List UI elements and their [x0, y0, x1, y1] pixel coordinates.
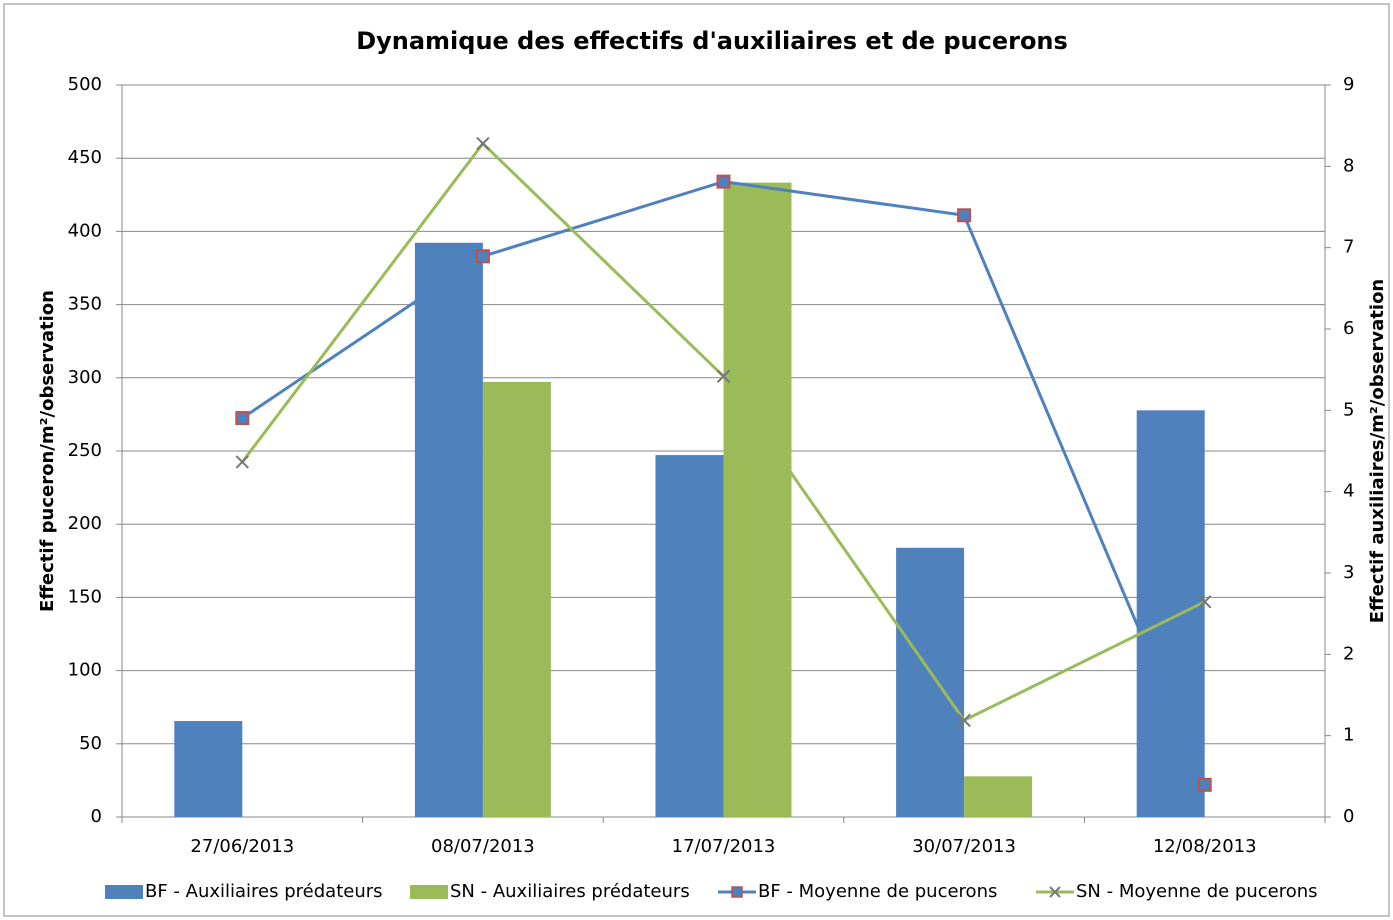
marker: [716, 174, 731, 189]
legend-swatch: [410, 885, 448, 899]
x-tick-label: 27/06/2013: [190, 836, 294, 857]
y2-axis-label: Effectif auxiliaires/m²/observation: [1367, 279, 1388, 624]
marker: [235, 455, 250, 469]
y-tick-label: 0: [91, 806, 102, 827]
y2-tick-label: 8: [1343, 155, 1354, 176]
bar: [723, 182, 792, 818]
y2-tick-label: 7: [1343, 237, 1354, 258]
marker: [716, 369, 731, 384]
x-tick-label: 17/07/2013: [672, 836, 776, 857]
y-tick-label: 200: [68, 513, 102, 534]
y-axis-label: Effectif puceron/m²/observation: [37, 290, 58, 612]
legend-swatch: [105, 885, 143, 899]
legend-marker: [731, 886, 743, 898]
y2-tick-label: 9: [1343, 74, 1354, 95]
y-tick-label: 500: [68, 74, 102, 95]
bar: [964, 776, 1033, 817]
y2-tick-label: 1: [1343, 725, 1354, 746]
legend-label: SN - Moyenne de pucerons: [1076, 881, 1318, 902]
y2-tick-label: 5: [1343, 399, 1354, 420]
x-tick-label: 08/07/2013: [431, 836, 535, 857]
marker: [1197, 595, 1212, 609]
y2-tick-label: 2: [1343, 643, 1354, 664]
legend-label: SN - Auxiliaires prédateurs: [450, 881, 690, 902]
y-tick-label: 350: [68, 294, 102, 315]
bar: [174, 721, 243, 817]
y2-tick-label: 6: [1343, 318, 1354, 339]
y-tick-label: 50: [79, 733, 102, 754]
legend-marker: [1049, 886, 1061, 898]
chart-title: Dynamique des effectifs d'auxiliaires et…: [356, 27, 1068, 55]
bar: [655, 455, 724, 817]
y-tick-label: 450: [68, 147, 102, 168]
x-tick-label: 12/08/2013: [1153, 836, 1257, 857]
bar: [1136, 410, 1205, 817]
marker: [957, 208, 972, 223]
bar: [482, 381, 551, 817]
y-tick-label: 150: [68, 586, 102, 607]
legend-label: BF - Auxiliaires prédateurs: [145, 881, 383, 902]
marker: [235, 411, 250, 426]
legend-label: BF - Moyenne de pucerons: [758, 881, 997, 902]
y2-tick-label: 0: [1343, 806, 1354, 827]
marker: [957, 713, 971, 728]
bar: [896, 547, 965, 817]
bar: [414, 242, 483, 817]
marker: [476, 136, 490, 151]
marker: [475, 249, 490, 264]
y-tick-label: 400: [68, 220, 102, 241]
y-tick-label: 300: [68, 367, 102, 388]
y2-tick-label: 3: [1343, 562, 1354, 583]
x-tick-label: 30/07/2013: [912, 836, 1016, 857]
y-tick-label: 100: [68, 660, 102, 681]
y-tick-label: 250: [68, 440, 102, 461]
y2-tick-label: 4: [1343, 481, 1354, 502]
marker: [1197, 777, 1212, 792]
